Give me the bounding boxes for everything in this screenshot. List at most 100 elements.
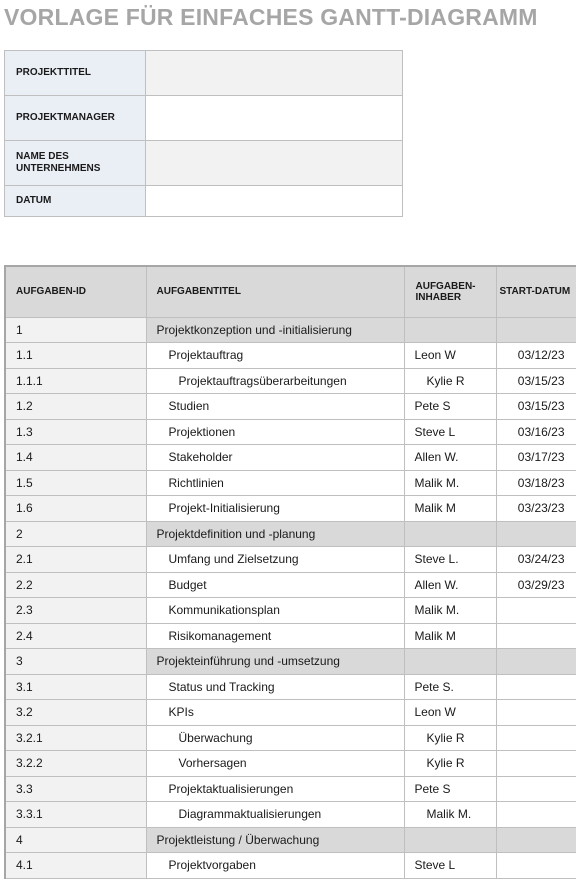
project-info-value[interactable] [145,50,403,96]
task-owner-cell[interactable]: Allen W. [403,444,497,471]
task-title-cell[interactable]: Projektauftrag [145,342,405,369]
phase-row: 3 Projekteinführung und -umsetzung [4,648,576,675]
task-start-date-cell[interactable] [495,724,576,751]
page-title: VORLAGE FÜR EINFACHES GANTT-DIAGRAMM [4,4,538,30]
task-owner-cell[interactable] [403,316,497,343]
task-owner-cell[interactable]: Kylie R [403,367,497,394]
task-start-date-cell[interactable] [495,852,576,879]
task-start-date-cell[interactable] [495,316,576,343]
task-start-date-cell[interactable]: 03/12/23 [495,342,576,369]
task-title-cell[interactable]: Projektaktualisierungen [145,775,405,802]
task-owner-cell[interactable]: Steve L [403,852,497,879]
task-owner-cell[interactable]: Pete S [403,393,497,420]
column-header-task-owner[interactable]: AUFGABEN- INHABER [403,265,497,318]
task-id-cell[interactable]: 1.4 [4,444,147,471]
task-start-date-cell[interactable]: 03/16/23 [495,418,576,445]
task-title-cell[interactable]: Kommunikationsplan [145,597,405,624]
task-id-cell[interactable]: 1.2 [4,393,147,420]
task-row: 1.2 Studien Pete S 03/15/23 [4,393,576,420]
task-title-cell[interactable]: Projektkonzeption und -initialisierung [145,316,405,343]
task-title-cell[interactable]: Projekteinführung und -umsetzung [145,648,405,675]
task-id-cell[interactable]: 1 [4,316,147,343]
task-start-date-cell[interactable] [495,826,576,853]
task-owner-cell[interactable]: Pete S. [403,673,497,700]
task-start-date-cell[interactable]: 03/15/23 [495,393,576,420]
task-id-cell[interactable]: 1.3 [4,418,147,445]
task-id-cell[interactable]: 1.6 [4,495,147,522]
task-title-cell[interactable]: Budget [145,571,405,598]
task-start-date-cell[interactable]: 03/18/23 [495,469,576,496]
task-id-cell[interactable]: 3.3.1 [4,801,147,828]
task-id-cell[interactable]: 1.1 [4,342,147,369]
task-start-date-cell[interactable]: 03/15/23 [495,367,576,394]
task-start-date-cell[interactable]: 03/24/23 [495,546,576,573]
task-id-cell[interactable]: 3.2.2 [4,750,147,777]
task-start-date-cell[interactable] [495,520,576,547]
task-id-cell[interactable]: 2.2 [4,571,147,598]
task-title-cell[interactable]: Diagrammaktualisierungen [145,801,405,828]
task-title-cell[interactable]: Status und Tracking [145,673,405,700]
task-title-cell[interactable]: Vorhersagen [145,750,405,777]
task-id-cell[interactable]: 2 [4,520,147,547]
task-id-cell[interactable]: 1.5 [4,469,147,496]
task-title-cell[interactable]: Projektionen [145,418,405,445]
task-owner-cell[interactable]: Kylie R [403,724,497,751]
task-id-cell[interactable]: 2.3 [4,597,147,624]
column-header-task-id[interactable]: AUFGABEN-ID [4,265,147,318]
task-start-date-cell[interactable] [495,775,576,802]
task-title-cell[interactable]: Richtlinien [145,469,405,496]
task-owner-cell[interactable] [403,520,497,547]
project-info-value[interactable] [145,185,403,217]
column-header-task-title[interactable]: AUFGABENTITEL [145,265,405,318]
task-start-date-cell[interactable] [495,750,576,777]
task-start-date-cell[interactable]: 03/23/23 [495,495,576,522]
task-owner-cell[interactable]: Steve L [403,418,497,445]
task-id-cell[interactable]: 3.2.1 [4,724,147,751]
task-id-cell[interactable]: 3.3 [4,775,147,802]
task-owner-cell[interactable]: Malik M. [403,469,497,496]
task-id-cell[interactable]: 4.1 [4,852,147,879]
task-id-cell[interactable]: 3 [4,648,147,675]
task-title-cell[interactable]: Projekt-Initialisierung [145,495,405,522]
task-id-cell[interactable]: 2.1 [4,546,147,573]
task-id-cell[interactable]: 3.1 [4,673,147,700]
column-header-start-date[interactable]: START-DATUM [495,265,576,318]
task-start-date-cell[interactable] [495,597,576,624]
task-title-cell[interactable]: Projektleistung / Überwachung [145,826,405,853]
task-owner-cell[interactable]: Malik M [403,495,497,522]
task-owner-cell[interactable]: Leon W [403,342,497,369]
task-owner-cell[interactable]: Leon W [403,699,497,726]
task-owner-cell[interactable]: Kylie R [403,750,497,777]
task-id-cell[interactable]: 2.4 [4,622,147,649]
task-start-date-cell[interactable]: 03/29/23 [495,571,576,598]
project-info-value[interactable] [145,95,403,141]
task-start-date-cell[interactable] [495,801,576,828]
task-owner-cell[interactable]: Pete S [403,775,497,802]
task-title-cell[interactable]: KPIs [145,699,405,726]
task-title-cell[interactable]: Projektvorgaben [145,852,405,879]
task-id-cell[interactable]: 3.2 [4,699,147,726]
task-id-cell[interactable]: 4 [4,826,147,853]
task-owner-cell[interactable]: Steve L. [403,546,497,573]
task-start-date-cell[interactable] [495,622,576,649]
task-owner-cell[interactable]: Malik M [403,622,497,649]
task-title-cell[interactable]: Studien [145,393,405,420]
task-owner-cell[interactable]: Allen W. [403,571,497,598]
task-start-date-cell[interactable] [495,648,576,675]
task-title-cell[interactable]: Stakeholder [145,444,405,471]
task-start-date-cell[interactable] [495,699,576,726]
task-id-cell[interactable]: 1.1.1 [4,367,147,394]
task-title-cell[interactable]: Projektdefinition und -planung [145,520,405,547]
task-start-date-cell[interactable]: 03/17/23 [495,444,576,471]
task-title-cell[interactable]: Risikomanagement [145,622,405,649]
task-title-cell[interactable]: Umfang und Zielsetzung [145,546,405,573]
task-owner-cell[interactable] [403,648,497,675]
project-info-value[interactable] [145,140,403,186]
task-table: AUFGABEN-ID AUFGABENTITEL AUFGABEN- INHAB… [4,265,576,879]
task-title-cell[interactable]: Überwachung [145,724,405,751]
task-owner-cell[interactable]: Malik M. [403,801,497,828]
task-owner-cell[interactable]: Malik M. [403,597,497,624]
task-start-date-cell[interactable] [495,673,576,700]
task-owner-cell[interactable] [403,826,497,853]
task-title-cell[interactable]: Projektauftragsüberarbeitungen [145,367,405,394]
